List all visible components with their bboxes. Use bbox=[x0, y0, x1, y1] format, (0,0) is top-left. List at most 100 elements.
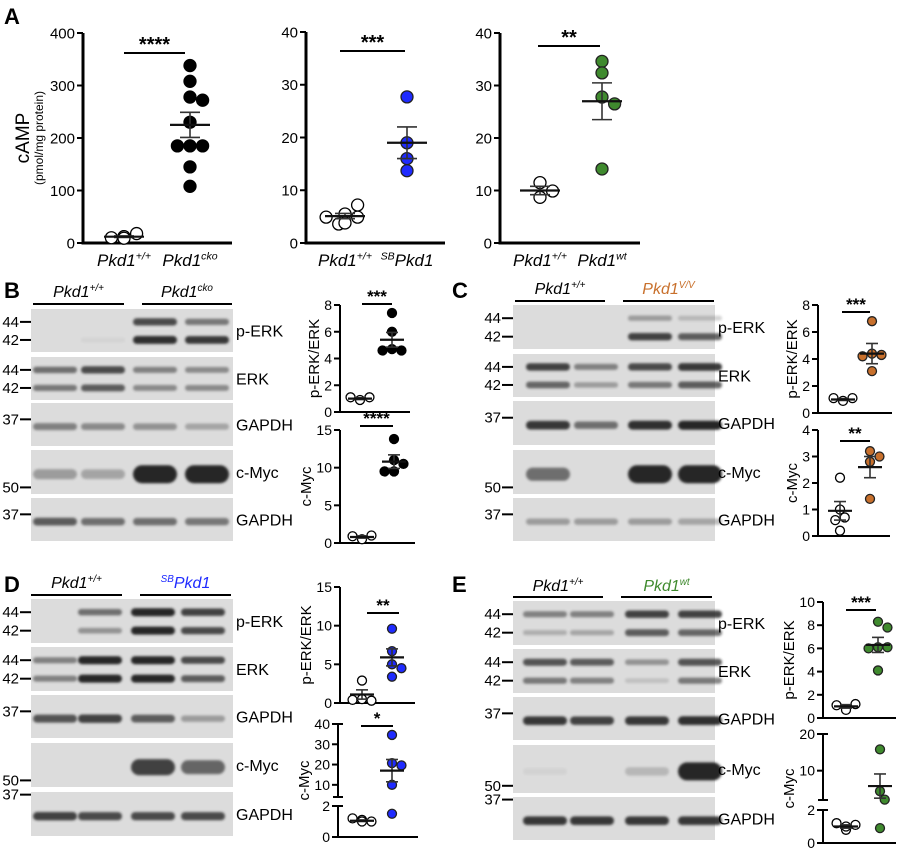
genotype-superscript: +/+ bbox=[569, 577, 584, 588]
y-tick-label: 2 bbox=[807, 802, 815, 818]
data-point bbox=[356, 675, 368, 686]
significance-stars: * bbox=[374, 709, 381, 728]
blot-strip-c-myc: 50 c-Myc bbox=[2, 450, 279, 496]
protein-band bbox=[185, 465, 229, 484]
strip-label: GAPDH bbox=[718, 812, 775, 829]
y-tick-label: 40 bbox=[314, 716, 330, 732]
protein-band bbox=[570, 658, 614, 666]
blot-membrane bbox=[31, 357, 233, 400]
data-point bbox=[386, 307, 398, 319]
y-tick-label: 0 bbox=[802, 405, 810, 421]
y-tick-label: 200 bbox=[50, 130, 75, 147]
protein-band bbox=[526, 467, 570, 481]
strip-label: ERK bbox=[718, 369, 751, 386]
data-point bbox=[595, 54, 609, 68]
data-point bbox=[345, 392, 356, 403]
scatter-plot-panel-d: 0 5 10 15p-ERK/ERK ** bbox=[298, 579, 415, 711]
mw-marker-label: 44 bbox=[2, 362, 19, 379]
y-tick-label: 6 bbox=[807, 640, 815, 656]
blot-membrane bbox=[513, 649, 715, 693]
y-tick-label: 15 bbox=[316, 579, 332, 595]
y-tick-label: 0 bbox=[484, 235, 492, 252]
mw-marker-label: 50 bbox=[2, 479, 19, 496]
mw-marker-label: 42 bbox=[484, 377, 501, 394]
data-point bbox=[882, 622, 893, 633]
y-tick-label: 2 bbox=[807, 687, 815, 703]
strip-label: c-Myc bbox=[236, 465, 279, 482]
strip-label: c-Myc bbox=[718, 762, 761, 779]
protein-band bbox=[628, 363, 672, 371]
y-tick-label: 2 bbox=[324, 377, 332, 393]
mw-marker-label: 37 bbox=[2, 703, 19, 720]
data-point bbox=[183, 58, 197, 73]
protein-band bbox=[81, 337, 125, 343]
protein-band bbox=[523, 716, 567, 725]
genotype-superscript: +/+ bbox=[552, 251, 567, 263]
y-tick-label: 20 bbox=[281, 130, 298, 147]
protein-band bbox=[678, 333, 722, 341]
mw-marker-label: 37 bbox=[2, 506, 19, 523]
blot-strip-c-myc: 50 c-Myc bbox=[2, 743, 279, 789]
genotype-superscript: cko bbox=[198, 283, 214, 294]
data-point bbox=[347, 694, 358, 706]
genotype-base: Pkd1 bbox=[97, 251, 136, 270]
genotype-base: Pkd1 bbox=[535, 281, 571, 298]
protein-band bbox=[33, 423, 77, 431]
y-tick-label: 30 bbox=[475, 78, 492, 95]
protein-band bbox=[678, 363, 722, 371]
blot-strip-c-myc: 50 c-Myc bbox=[484, 450, 761, 496]
mw-marker-label: 37 bbox=[2, 411, 19, 428]
y-tick-label: 10 bbox=[475, 183, 492, 200]
genotype-superscript: wt bbox=[680, 577, 691, 588]
mw-marker-label: 50 bbox=[484, 778, 501, 795]
protein-band bbox=[185, 336, 229, 344]
genotype-base: Pkd1 bbox=[513, 251, 552, 270]
protein-band bbox=[181, 715, 225, 722]
protein-band bbox=[181, 760, 225, 775]
protein-band bbox=[33, 714, 77, 723]
data-point bbox=[400, 164, 414, 178]
data-point bbox=[607, 97, 622, 111]
y-tick-label: 0 bbox=[324, 404, 332, 420]
genotype-label: Pkd1wt bbox=[577, 251, 627, 270]
protein-band bbox=[678, 315, 722, 321]
y-tick-label: 3 bbox=[802, 449, 810, 465]
scatter-plot-panel-d: 0 2 10 20 30 40 c-Myc * bbox=[296, 709, 418, 845]
y-tick-label: 8 bbox=[802, 297, 810, 313]
y-tick-label: 0 bbox=[807, 710, 815, 726]
data-point bbox=[195, 93, 210, 107]
protein-band bbox=[131, 812, 175, 821]
genotype-superscript: +/+ bbox=[88, 574, 103, 585]
protein-band bbox=[131, 608, 175, 617]
genotype-label: Pkd1V/V bbox=[642, 280, 696, 298]
genotype-label: Pkd1+/+ bbox=[535, 280, 586, 298]
data-point bbox=[828, 392, 839, 404]
protein-band bbox=[78, 656, 122, 665]
scatter-plot-panel-c: 0 1 2 3 4 c-Myc ** bbox=[784, 422, 890, 544]
blot-membrane bbox=[513, 601, 715, 645]
data-point bbox=[366, 530, 377, 541]
protein-band bbox=[523, 611, 567, 618]
protein-band bbox=[133, 366, 177, 373]
mw-marker-label: 44 bbox=[2, 604, 19, 621]
protein-band bbox=[570, 630, 614, 636]
data-point bbox=[595, 66, 609, 80]
data-point bbox=[834, 472, 846, 483]
scatter-plot-panel-b: 0 5 10 15 c-Myc **** bbox=[298, 409, 415, 551]
y-tick-label: 10 bbox=[316, 460, 332, 476]
protein-band bbox=[678, 629, 722, 636]
protein-band bbox=[78, 812, 122, 821]
y-tick-label: 10 bbox=[281, 183, 298, 200]
protein-band bbox=[625, 659, 669, 665]
strip-label: p-ERK bbox=[236, 324, 283, 341]
data-point bbox=[364, 392, 375, 403]
genotype-base: Pkd1 bbox=[162, 251, 201, 270]
protein-band bbox=[181, 656, 225, 664]
protein-band bbox=[526, 363, 570, 371]
